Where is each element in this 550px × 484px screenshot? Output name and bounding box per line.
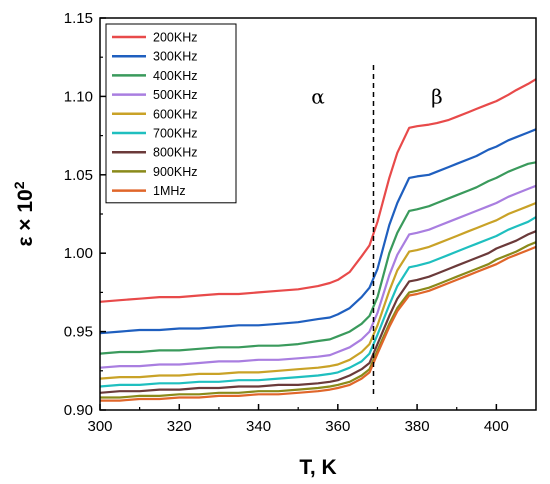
y-axis-title-superscript: 2 (11, 181, 27, 189)
y-tick-label: 1.00 (64, 245, 93, 262)
legend-label: 800KHz (153, 146, 197, 160)
x-tick-label: 320 (167, 418, 192, 435)
y-tick-label: 0.95 (64, 324, 93, 341)
x-tick-label: 380 (405, 418, 430, 435)
x-tick-label: 340 (246, 418, 271, 435)
y-tick-label: 1.15 (64, 10, 93, 27)
y-axis-title: ε × 102 (11, 181, 37, 246)
series-line-900KHz (100, 241, 537, 399)
y-tick-label: 0.90 (64, 402, 93, 419)
x-axis-title: T, K (299, 456, 336, 479)
y-tick-label: 1.05 (64, 167, 93, 184)
legend-label: 1MHz (153, 184, 186, 198)
series-line-500KHz (99, 184, 537, 369)
legend-label: 300KHz (153, 50, 197, 64)
x-tick-label: 300 (87, 418, 112, 435)
y-tick-label: 1.10 (64, 88, 93, 105)
x-axis: 300 320 340 360 380 400 (87, 404, 509, 435)
y-axis: 0.90 0.95 1.00 1.05 1.10 1.15 (64, 10, 106, 419)
region-label-beta: β (431, 84, 443, 108)
legend: 200KHz 300KHz 400KHz 500KHz 600KHz 700KHz 800K… (105, 23, 237, 204)
y-axis-title-main: ε × 10 (14, 189, 37, 246)
legend-label: 500KHz (153, 88, 197, 102)
x-tick-label: 360 (325, 418, 350, 435)
legend-label: 900KHz (153, 165, 197, 179)
series-line-200KHz (99, 78, 537, 303)
series-line-700KHz (99, 216, 537, 388)
series-line-600KHz (99, 201, 537, 380)
series-line-400KHz (99, 161, 537, 355)
legend-label: 200KHz (153, 31, 197, 45)
x-tick-label: 400 (484, 418, 509, 435)
series-line-300KHz (99, 128, 537, 335)
region-label-alpha: α (311, 84, 325, 108)
legend-label: 700KHz (153, 127, 197, 141)
legend-label: 400KHz (153, 69, 197, 83)
legend-label: 600KHz (153, 107, 197, 121)
series-line-1MHz (100, 245, 537, 402)
